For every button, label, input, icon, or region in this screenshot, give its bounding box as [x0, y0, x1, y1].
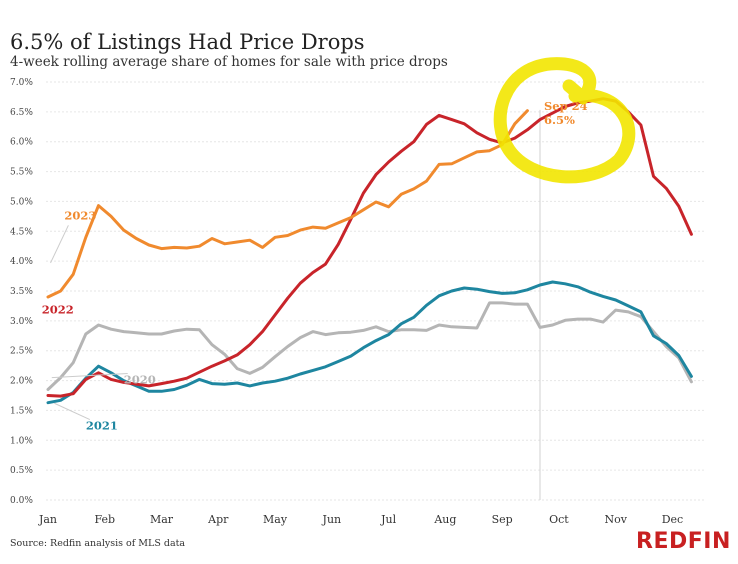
chart-title: 6.5% of Listings Had Price Drops: [10, 30, 365, 54]
source-note: Source: Redfin analysis of MLS data: [10, 538, 186, 549]
annotation-value: 6.5%: [544, 113, 575, 127]
x-tick-label: Feb: [94, 513, 115, 526]
y-tick-label: 4.5%: [10, 227, 33, 237]
x-tick-label: Apr: [207, 513, 229, 526]
x-tick-label: Sep: [492, 513, 513, 526]
series-line-2020: [46, 301, 693, 391]
y-tick-label: 0.0%: [10, 496, 33, 506]
chart-subtitle: 4-week rolling average share of homes fo…: [10, 54, 448, 70]
series-labels: 2023 2022 2020 2021: [42, 208, 156, 432]
series-lines: [46, 97, 693, 405]
y-tick-label: 6.5%: [10, 108, 33, 118]
x-tick-label: Aug: [433, 513, 456, 526]
x-tick-label: May: [263, 513, 288, 526]
y-tick-label: 3.0%: [10, 317, 33, 327]
redfin-logo: REDFIN: [636, 529, 731, 554]
y-tick-label: 3.5%: [10, 287, 33, 297]
label-leader-2021: [54, 402, 91, 420]
series-line-2022: [46, 97, 693, 398]
y-tick-label: 6.0%: [10, 138, 33, 148]
y-tick-label: 7.0%: [10, 78, 33, 88]
annotation: Sep 246.5%: [544, 99, 588, 127]
x-tick-label: Nov: [604, 513, 627, 526]
y-tick-label: 4.0%: [10, 257, 33, 267]
gridlines: [46, 81, 704, 501]
x-tick-label: Jun: [322, 513, 342, 526]
x-tick-label: Jul: [380, 513, 396, 526]
y-axis: 7.0% 6.5% 6.0% 5.5% 5.0% 4.5% 4.0% 3.5% 3.0% 2.5%…: [10, 78, 33, 506]
y-tick-label: 5.0%: [10, 197, 33, 207]
series-label-2020: 2020: [124, 373, 156, 387]
series-line-2021: [46, 280, 693, 405]
x-axis: Jan Feb Mar Apr May Jun Jul Aug Sep Oct Nov Dec: [38, 513, 683, 526]
y-tick-label: 5.5%: [10, 168, 33, 178]
x-tick-label: Oct: [549, 513, 569, 526]
x-tick-label: Jan: [38, 513, 57, 526]
label-leader-2020: [51, 373, 128, 379]
y-tick-label: 2.5%: [10, 347, 33, 357]
series-label-2021: 2021: [86, 419, 118, 433]
annotation-date: Sep 24: [544, 99, 588, 113]
highlight-circle: [493, 57, 636, 184]
y-tick-label: 0.5%: [10, 466, 33, 476]
series-label-2022: 2022: [42, 303, 74, 317]
highlight-stroke: [493, 57, 636, 184]
y-tick-label: 2.0%: [10, 377, 33, 387]
label-leader-2023: [50, 225, 69, 264]
y-tick-label: 1.0%: [10, 436, 33, 446]
y-tick-label: 1.5%: [10, 406, 33, 416]
series-line-2023: [46, 109, 529, 299]
x-tick-label: Mar: [150, 513, 174, 526]
series-label-2023: 2023: [64, 208, 96, 222]
x-tick-label: Dec: [662, 513, 684, 526]
